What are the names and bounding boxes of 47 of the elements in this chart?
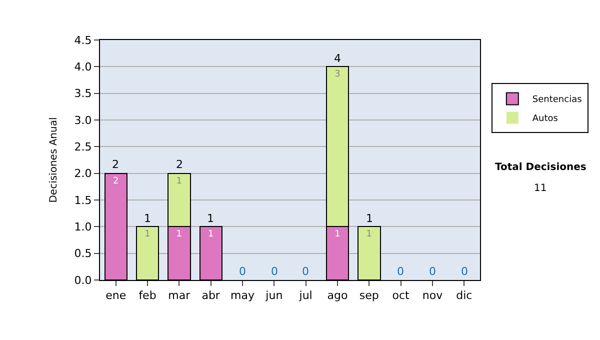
x-tick-label: ago [327,289,348,302]
text: Total Decisiones [495,162,586,173]
total-label: 2 [112,158,119,171]
total-label: 0 [302,265,309,278]
y-tick-label: 0.5 [74,247,92,260]
total-label: 0 [461,265,468,278]
y-tick-label: 3.0 [74,114,92,127]
x-tick-label: dic [456,289,472,302]
total-label: 4 [334,52,341,65]
x-tick-label: mar [168,289,191,302]
total-label: 1 [207,212,214,225]
x-tick-label: feb [138,289,156,302]
y-axis-title: Decisiones Anual [48,117,60,203]
total-label: 0 [239,265,246,278]
data-label: 2 [112,176,119,186]
y-tick-label: 0.0 [74,274,92,287]
total-label: 2 [176,158,183,171]
data-label: 1 [334,230,340,240]
y-tick-label: 3.5 [74,87,92,100]
x-tick-label: sep [359,289,379,302]
legend-label: Sentencias [532,95,582,106]
y-tick-label: 4.0 [74,60,92,74]
x-tick-label: ene [106,289,126,302]
total-label: 1 [366,212,373,225]
y-tick-label: 1.0 [74,220,92,234]
y-tick-label: 4.5 [74,34,92,47]
x-tick-label: may [230,289,255,302]
data-label: 3 [334,70,340,80]
x-tick-label: jun [264,289,283,302]
data-label: 1 [366,230,372,240]
data-label: 1 [208,230,214,240]
x-tick-label: abr [202,289,220,302]
total-label: 0 [271,265,278,278]
y-tick-label: 2.5 [74,140,92,154]
total-label: 0 [429,265,436,278]
y-tick-label: 1.5 [74,194,92,207]
total-label: 1 [144,212,151,225]
x-tick-label: jul [298,289,312,302]
text: 11 [534,183,547,194]
data-label: 1 [176,176,182,186]
x-tick-label: oct [392,289,410,302]
y-tick-label: 2.0 [74,167,92,180]
data-label: 1 [176,230,182,240]
data-label: 1 [144,230,150,240]
total-label: 0 [397,265,404,278]
x-tick-label: nov [422,289,444,302]
legend-label: Autos [532,114,558,124]
